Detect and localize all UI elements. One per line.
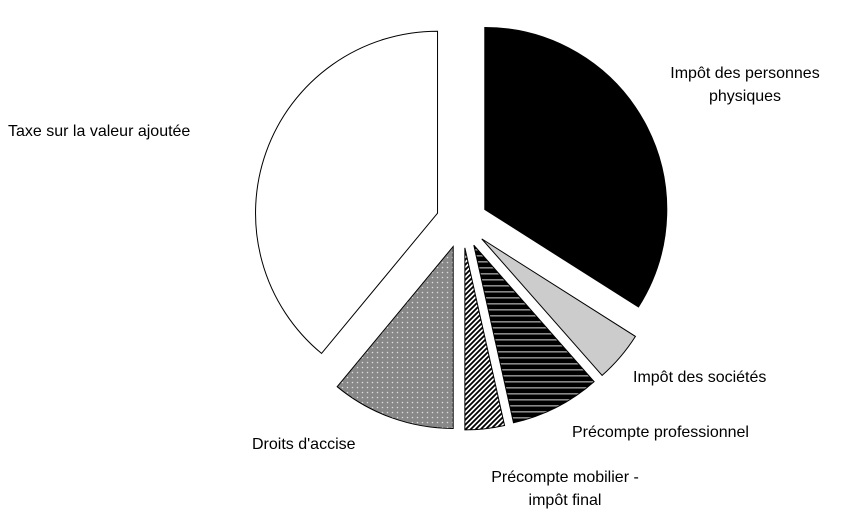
pie-slice: [473, 244, 595, 424]
pie-slice: [336, 245, 454, 429]
slice-label: Précompte mobilier - impôt final: [491, 469, 639, 509]
slice-label: Impôt des personnes physiques: [670, 65, 820, 105]
slice-label: Droits d'accise: [252, 436, 356, 453]
pie-slice: [484, 26, 668, 308]
pie-slice: [464, 247, 506, 431]
pie-slice: [255, 30, 439, 355]
slice-label: Taxe sur la valeur ajoutée: [8, 123, 191, 140]
slice-label: Précompte professionnel: [572, 424, 749, 441]
slice-label: Impôt des sociétés: [633, 369, 767, 386]
pie-slice: [481, 238, 637, 377]
